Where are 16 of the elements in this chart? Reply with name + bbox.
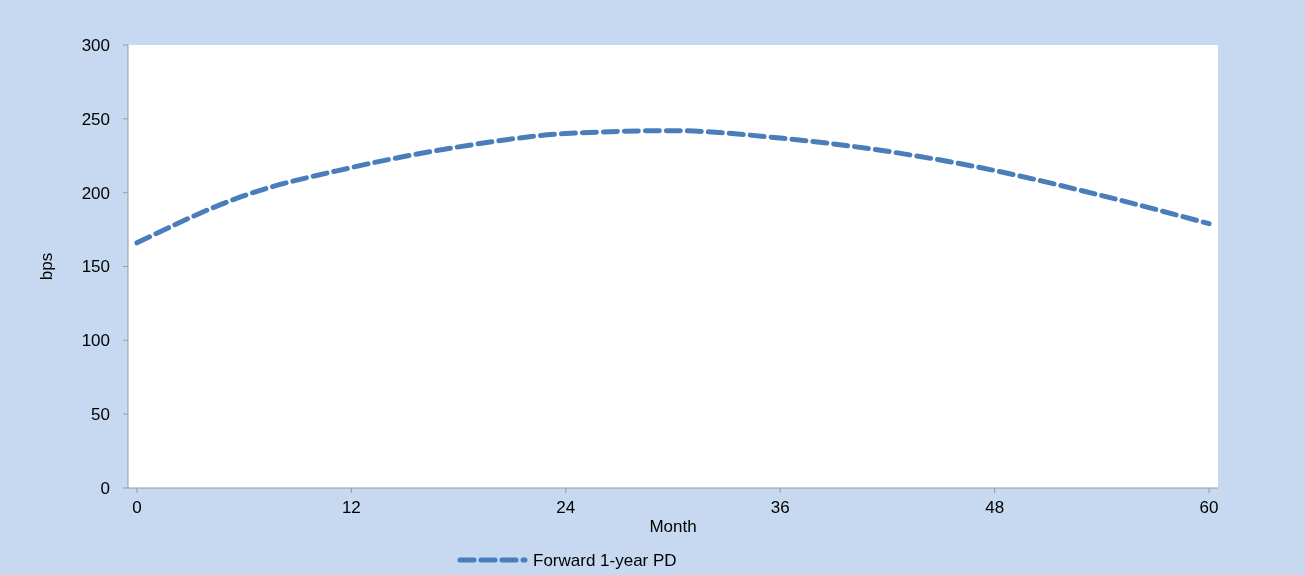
y-tick-label: 300: [81, 35, 110, 55]
x-tick-label: 36: [770, 498, 790, 517]
y-tick-label: 150: [81, 257, 110, 277]
y-tick-label: 100: [81, 331, 110, 351]
y-tick-label: 50: [91, 405, 110, 425]
x-tick-label: 0: [132, 498, 142, 517]
x-tick-label: 60: [1199, 498, 1219, 517]
x-tick-label: 24: [556, 498, 576, 517]
x-axis-title: Month: [649, 517, 697, 536]
x-tick-label: 48: [985, 498, 1005, 517]
x-tick-label: 12: [341, 498, 361, 517]
y-tick-label: 250: [81, 109, 110, 129]
y-tick-label: 0: [100, 478, 110, 498]
legend-label: Forward 1-year PD: [533, 550, 677, 570]
y-tick-label: 200: [81, 183, 110, 203]
y-axis-title: bps: [37, 252, 56, 281]
